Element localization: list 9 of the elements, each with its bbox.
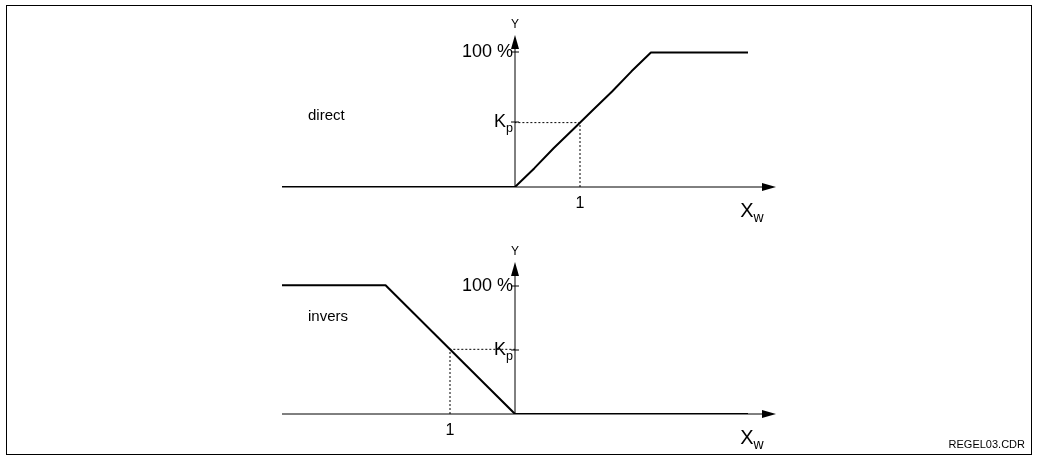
annotation: direct — [308, 106, 345, 123]
text: 1 — [575, 194, 585, 212]
y-axis-title: Y — [511, 17, 520, 32]
annotation: 100 % — [461, 274, 514, 295]
annotation: invers — [308, 307, 349, 324]
text: 1 — [445, 421, 455, 439]
y-axis-title: Y — [511, 244, 520, 259]
text: REGEL03.CDR — [948, 438, 1025, 450]
annotation: 100 % — [461, 40, 514, 61]
